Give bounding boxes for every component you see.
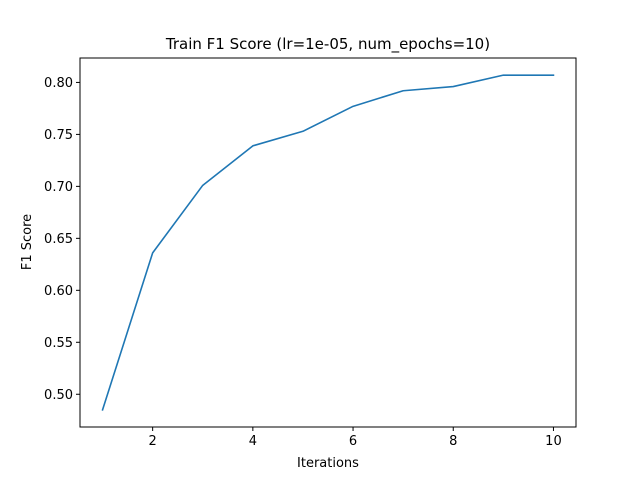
data-point: [152, 252, 154, 254]
data-point: [452, 86, 454, 88]
plot-background: [80, 58, 576, 427]
x-axis-label: Iterations: [297, 456, 359, 471]
data-point: [302, 130, 304, 132]
plot-area: [80, 58, 576, 427]
y-tick-label: 0.75: [44, 128, 73, 143]
y-tick-label: 0.60: [44, 284, 73, 299]
y-tick-label: 0.65: [44, 232, 73, 247]
y-tick-label: 0.50: [44, 388, 73, 403]
x-tick-label: 4: [249, 434, 257, 449]
data-point: [402, 90, 404, 92]
y-tick-label: 0.80: [44, 76, 73, 91]
x-tick-label: 2: [149, 434, 157, 449]
y-tick-label: 0.70: [44, 180, 73, 195]
data-point: [102, 409, 104, 411]
series-line: [101, 74, 555, 411]
data-point: [352, 106, 354, 108]
data-point: [202, 185, 204, 187]
data-point: [252, 145, 254, 147]
y-tick-label: 0.55: [44, 336, 73, 351]
x-tick-label: 6: [349, 434, 357, 449]
y-axis-ticks: 0.50 0.55 0.60 0.65 0.70 0.75 0.80: [44, 76, 80, 403]
series-layer: [101, 74, 555, 411]
y-axis-label: F1 Score: [20, 214, 35, 270]
x-tick-label: 8: [449, 434, 457, 449]
x-tick-label: 10: [545, 434, 562, 449]
x-axis-ticks: 2 4 6 8 10: [149, 427, 562, 449]
data-point: [553, 74, 555, 76]
chart-title: Train F1 Score (lr=1e-05, num_epochs=10): [165, 35, 490, 54]
data-point: [503, 74, 505, 76]
plot-frame: [79, 57, 577, 428]
